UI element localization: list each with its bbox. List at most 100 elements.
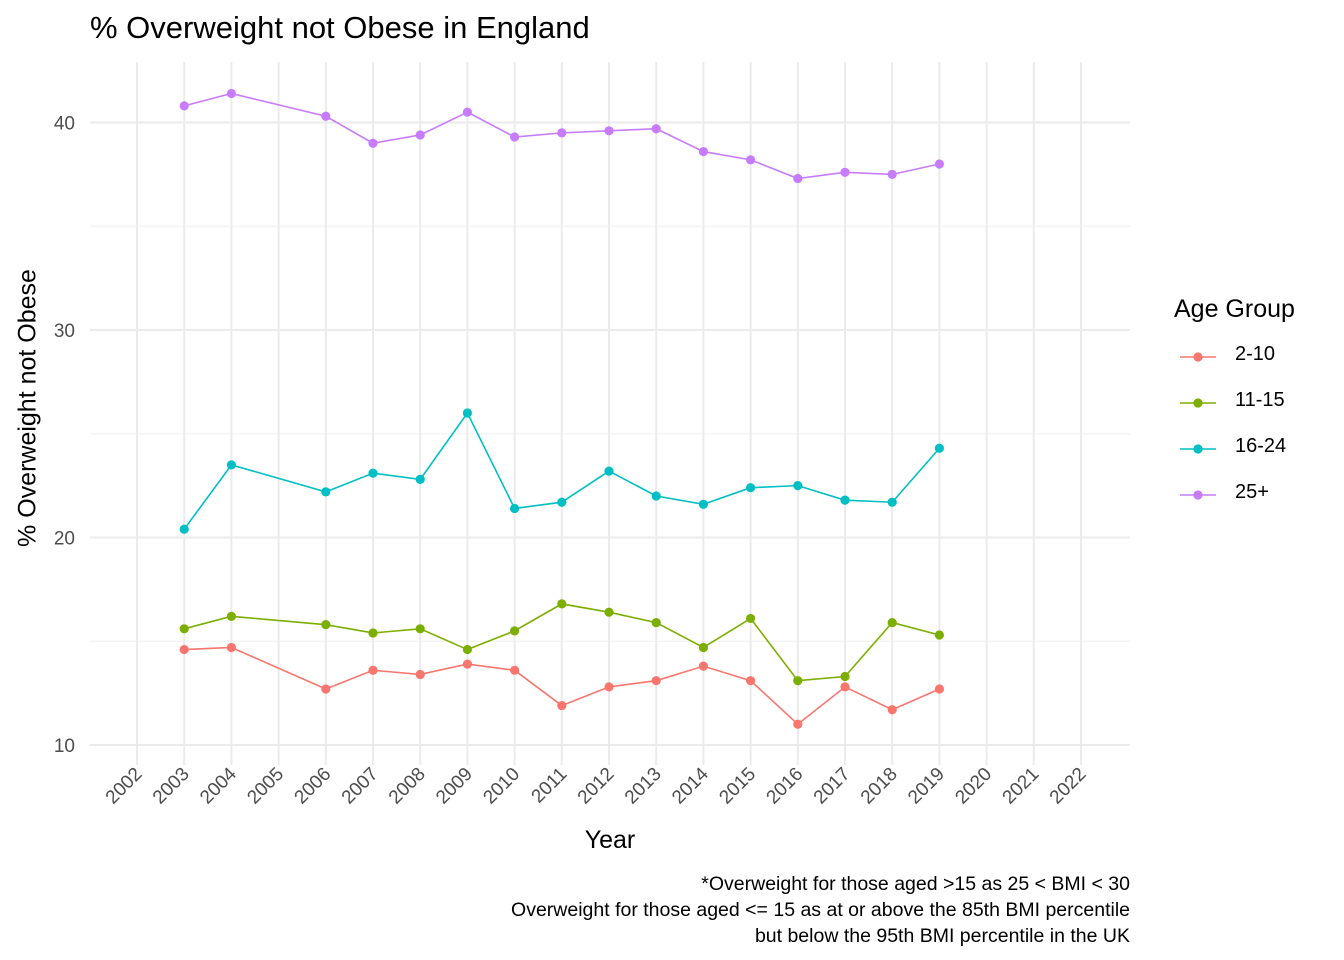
data-point-16-24 — [368, 468, 378, 478]
data-point-16-24 — [793, 481, 803, 491]
data-point-25-plus — [840, 167, 850, 177]
data-point-11-15 — [840, 671, 850, 682]
x-tick-label: 2014 — [668, 763, 713, 808]
data-point-2-10 — [793, 719, 803, 729]
data-point-2-10 — [746, 676, 756, 686]
axis-ticks: 10 20 30 40 2002 2003 2004 2005 2006 2007 2008 2009… — [54, 114, 1091, 809]
data-point-2-10 — [557, 700, 567, 711]
series-line-25-plus — [183, 92, 940, 180]
x-tick-label: 2021 — [999, 764, 1044, 809]
data-point-16-24 — [179, 524, 189, 534]
x-axis-title: Year — [584, 826, 636, 854]
data-point-2-10 — [698, 661, 709, 671]
legend-key-16-24 — [1180, 444, 1216, 454]
data-point-2-10 — [840, 682, 850, 692]
x-tick-label: 2011 — [528, 764, 572, 808]
x-tick-label: 2015 — [715, 764, 760, 809]
data-point-25-plus — [368, 138, 378, 148]
x-tick-label: 2008 — [385, 764, 430, 809]
series-lines — [179, 88, 945, 729]
legend-item-16-24: 16-24 — [1174, 433, 1295, 479]
x-tick-label: 2013 — [621, 764, 666, 809]
legend-label-25-plus: 25+ — [1235, 481, 1269, 503]
data-point-2-10 — [321, 684, 331, 694]
data-point-11-15 — [934, 630, 945, 640]
x-tick-label: 2009 — [432, 764, 477, 809]
legend-key-25-plus — [1180, 490, 1216, 500]
data-point-16-24 — [604, 466, 614, 476]
data-point-25-plus — [462, 107, 472, 117]
x-tick-label: 2019 — [904, 764, 949, 809]
data-point-16-24 — [509, 503, 520, 514]
y-tick-label: 10 — [54, 736, 75, 757]
x-tick-label: 2018 — [857, 764, 902, 809]
data-point-2-10 — [604, 682, 614, 692]
data-point-11-15 — [179, 624, 189, 634]
y-tick-label: 20 — [54, 529, 75, 550]
data-point-16-24 — [415, 474, 425, 484]
data-point-25-plus — [793, 173, 803, 184]
data-point-25-plus — [698, 146, 709, 157]
legend-item-11-15: 11-15 — [1174, 387, 1295, 433]
legend-key-2-10 — [1180, 352, 1216, 362]
data-point-11-15 — [557, 599, 567, 609]
data-point-2-10 — [368, 665, 378, 675]
data-point-11-15 — [509, 626, 520, 636]
data-point-2-10 — [415, 669, 425, 680]
y-tick-label: 30 — [54, 321, 75, 342]
x-tick-label: 2016 — [763, 764, 808, 809]
x-tick-label: 2017 — [810, 764, 855, 809]
x-tick-label: 2003 — [149, 764, 194, 809]
data-point-25-plus — [321, 111, 331, 121]
x-tick-label: 2007 — [338, 764, 383, 809]
x-tick-label: 2010 — [479, 764, 524, 809]
data-point-11-15 — [651, 617, 661, 628]
legend-label-16-24: 16-24 — [1235, 435, 1287, 457]
data-point-16-24 — [462, 408, 472, 418]
data-point-11-15 — [415, 624, 425, 634]
data-point-25-plus — [651, 124, 661, 134]
chart-caption: *Overweight for those aged >15 as 25 < B… — [511, 871, 1130, 949]
data-point-11-15 — [321, 620, 331, 630]
x-tick-label: 2012 — [574, 764, 619, 809]
legend-item-2-10: 2-10 — [1174, 341, 1295, 387]
data-point-25-plus — [509, 132, 520, 142]
data-point-16-24 — [840, 495, 850, 505]
x-tick-label: 2005 — [243, 764, 288, 809]
data-point-2-10 — [934, 684, 945, 694]
series-line-2-10 — [184, 646, 940, 726]
data-point-16-24 — [698, 499, 709, 509]
y-tick-label: 40 — [54, 114, 75, 135]
y-axis-title: % Overweight not Obese — [13, 269, 42, 547]
data-point-16-24 — [321, 487, 331, 497]
x-tick-label: 2020 — [951, 764, 996, 809]
caption-line-1: *Overweight for those aged >15 as 25 < B… — [701, 873, 1130, 895]
data-point-11-15 — [698, 642, 709, 653]
x-tick-label: 2002 — [102, 764, 147, 809]
data-point-2-10 — [462, 659, 472, 669]
series-line-16-24 — [183, 411, 941, 530]
data-point-2-10 — [651, 676, 661, 686]
data-point-11-15 — [226, 611, 236, 621]
data-point-25-plus — [604, 126, 614, 136]
data-point-25-plus — [557, 128, 567, 138]
data-point-16-24 — [887, 497, 897, 507]
legend-key-11-15 — [1180, 398, 1216, 408]
data-point-25-plus — [887, 169, 897, 179]
legend-title: Age Group — [1174, 295, 1295, 323]
data-point-16-24 — [934, 443, 945, 453]
data-point-25-plus — [934, 159, 945, 169]
data-point-11-15 — [462, 644, 472, 655]
legend-item-25-plus: 25+ — [1174, 479, 1295, 525]
data-point-16-24 — [746, 483, 756, 493]
data-point-25-plus — [179, 101, 189, 111]
data-point-16-24 — [651, 491, 661, 501]
series-line-11-15 — [183, 603, 940, 682]
data-point-16-24 — [226, 460, 236, 470]
major-gridlines — [90, 62, 1130, 765]
data-point-25-plus — [415, 130, 425, 140]
caption-line-2: Overweight for those aged <= 15 as at or… — [511, 899, 1130, 921]
caption-line-3: but below the 95th BMI percentile in the… — [754, 925, 1130, 947]
x-tick-label: 2006 — [291, 764, 336, 809]
